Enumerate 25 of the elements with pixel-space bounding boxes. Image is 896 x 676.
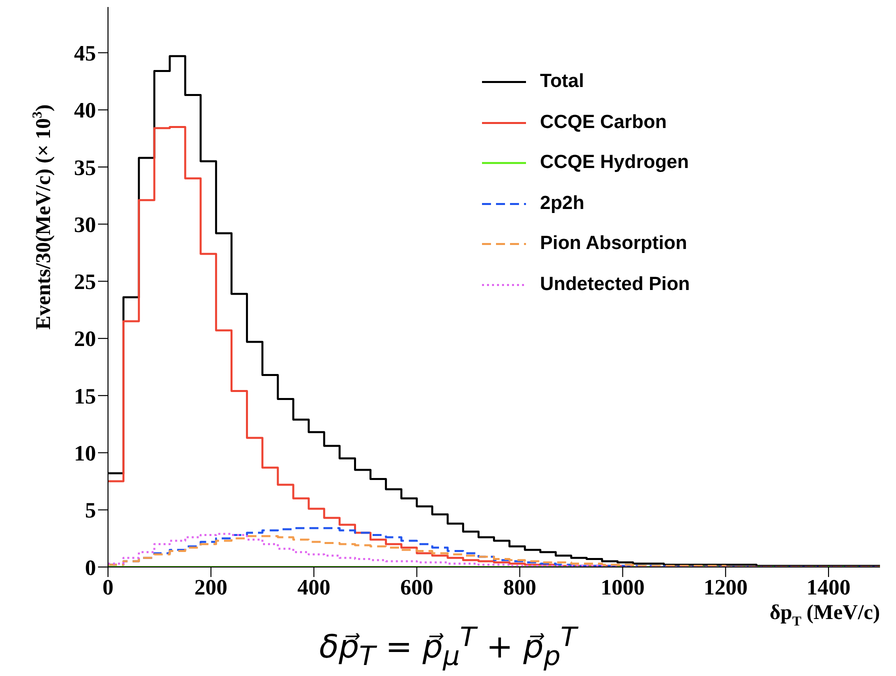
y-tick-label: 10 <box>74 440 96 466</box>
legend-label: Total <box>540 71 584 94</box>
y-tick-label: 25 <box>74 269 96 294</box>
x-tick-label: 600 <box>400 574 434 600</box>
y-tick-label: 45 <box>74 40 96 66</box>
x-tick-label: 800 <box>503 574 536 600</box>
x-tick-label: 1400 <box>806 574 851 600</box>
y-tick-label: 15 <box>74 383 96 408</box>
legend-label: 2p2h <box>540 192 584 215</box>
y-tick-label: 35 <box>74 154 96 180</box>
y-tick-label: 30 <box>74 212 96 237</box>
y-tick-label: 0 <box>85 554 96 580</box>
x-tick-label: 200 <box>194 574 228 600</box>
legend-label: CCQE Hydrogen <box>540 152 689 174</box>
y-tick-label: 40 <box>74 98 96 123</box>
y-tick-label: 5 <box>85 498 96 523</box>
legend-label: CCQE Carbon <box>540 112 667 134</box>
x-tick-label: 400 <box>297 574 330 600</box>
x-tick-label: 0 <box>102 574 114 600</box>
legend-label: Pion Absorption <box>540 233 688 256</box>
legend-label: Undetected Pion <box>540 274 690 296</box>
y-tick-label: 20 <box>74 326 96 352</box>
x-tick-label: 1200 <box>704 574 748 600</box>
x-axis-title: δp$_{T}$ (MeV/c) <box>770 600 880 628</box>
x-tick-label: 1000 <box>600 574 645 600</box>
